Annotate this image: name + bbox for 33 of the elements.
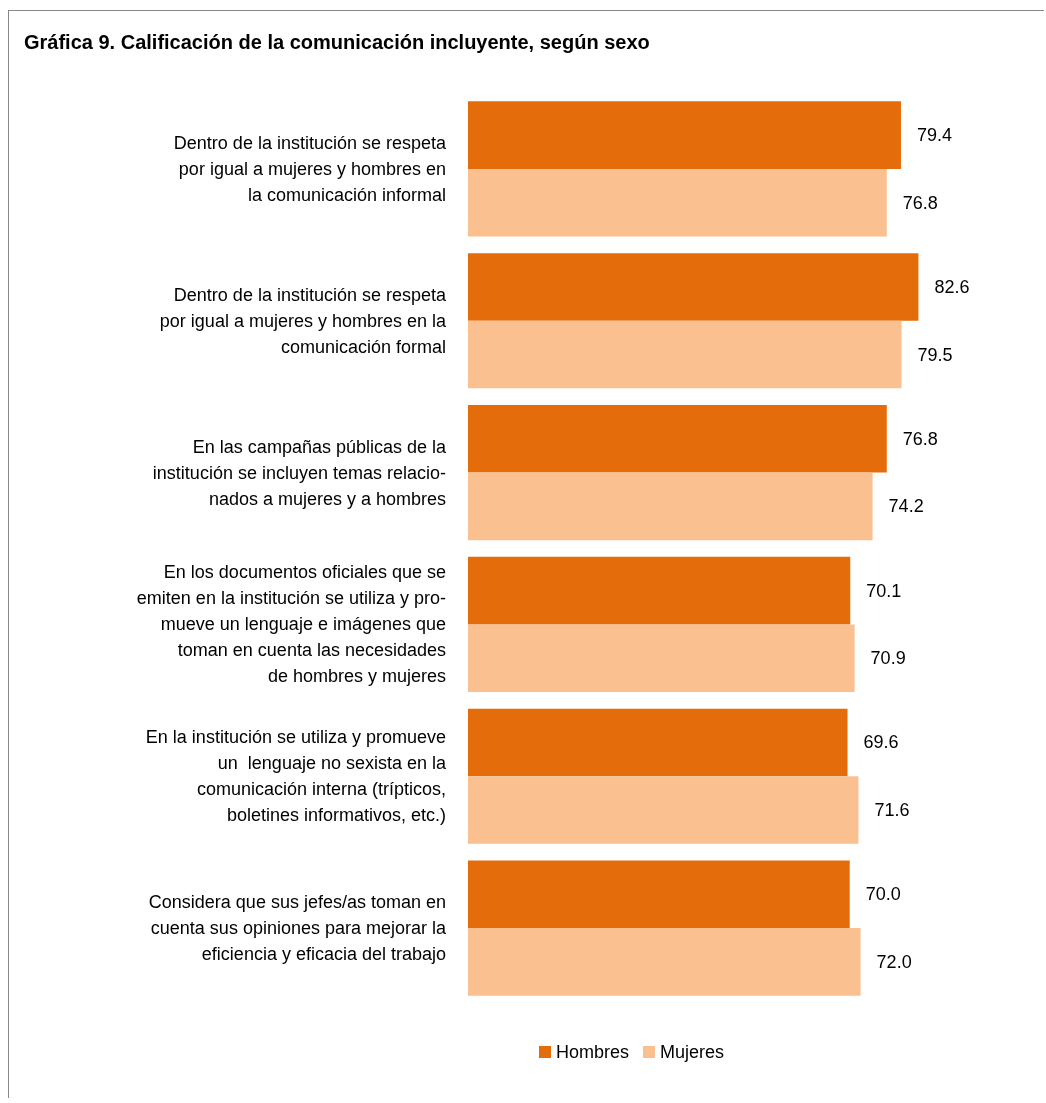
data-label: 74.2 — [888, 496, 924, 517]
y-tick-label: En los documentos oficiales que se emiten en la institución se utiliza y pro- mueve un lenguaje e imágenes que toman en cuenta las necesidades de hombres y mujeres — [136, 562, 446, 687]
data-label: 79.5 — [917, 344, 953, 365]
data-label: 71.6 — [874, 800, 910, 821]
bar — [468, 860, 850, 929]
data-label: 79.4 — [916, 125, 953, 146]
data-label: 70.1 — [866, 580, 902, 601]
bar — [468, 928, 861, 996]
y-tick-label: En las campañas públicas de la institución se incluyen temas relacio- nados a mujeres y a hombres — [152, 436, 447, 509]
bar — [468, 253, 919, 321]
bar — [468, 776, 859, 844]
data-label: 76.8 — [902, 428, 938, 449]
bar — [468, 556, 851, 625]
y-tick-label: En la institución se utiliza y promueve un lenguaje no sexista en la comunicación interna (trípticos, boletines informativos, etc.) — [145, 727, 447, 826]
data-label: 72.0 — [876, 951, 912, 972]
y-tick-label: Considera que sus jefes/as toman en cuenta sus opiniones para mejorar la eficiencia y eficacia del trabajo — [148, 892, 447, 965]
bar — [468, 320, 902, 389]
bar — [468, 472, 873, 541]
bar — [468, 624, 855, 692]
bar — [468, 101, 901, 169]
data-label: 70.9 — [870, 648, 906, 669]
data-label: 82.6 — [934, 276, 970, 297]
bar — [468, 405, 887, 473]
data-label: 69.6 — [863, 732, 899, 753]
legend-label: Mujeres — [660, 1042, 725, 1062]
data-label: 76.8 — [902, 192, 938, 213]
data-label: 70.0 — [865, 884, 901, 905]
y-tick-label: Dentro de la institución se respeta por igual a mujeres y hombres en la comunicación informal — [173, 132, 447, 205]
bar — [468, 168, 887, 237]
chart-title: Gráfica 9. Calificación de la comunicación incluyente, según sexo — [24, 31, 650, 53]
y-tick-label: Dentro de la institución se respeta por igual a mujeres y hombres en la comunicación formal — [159, 284, 447, 357]
bar — [468, 708, 848, 777]
legend-label: Hombres — [556, 1042, 630, 1062]
